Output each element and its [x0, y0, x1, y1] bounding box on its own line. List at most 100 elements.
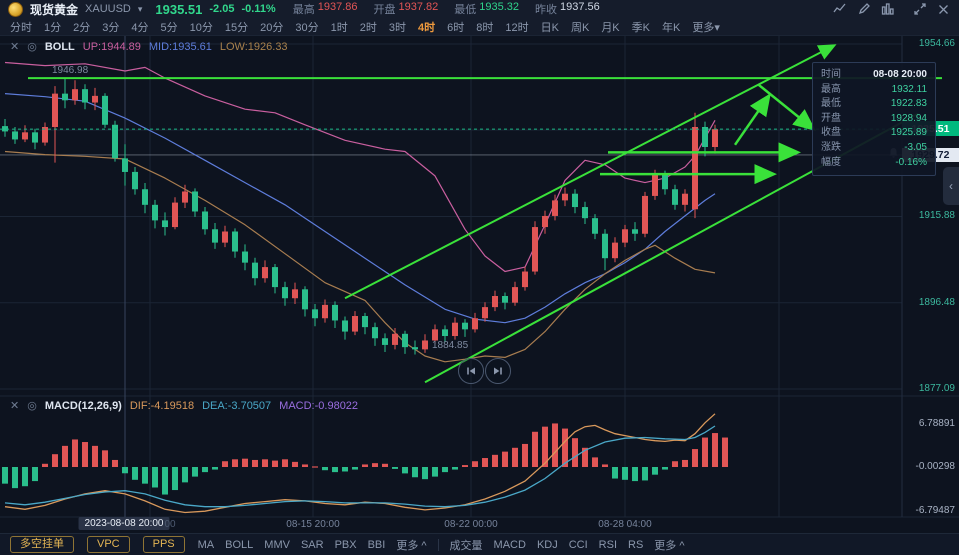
macd-bar[interactable]	[422, 467, 428, 480]
candle[interactable]	[452, 322, 458, 337]
candle[interactable]	[582, 207, 588, 219]
candle[interactable]	[462, 322, 468, 330]
main-indicator-BBI[interactable]: BBI	[367, 538, 386, 551]
timeframe-1分[interactable]: 1分	[44, 21, 62, 34]
drawing-trendline-1[interactable]	[344, 44, 837, 300]
candle[interactable]	[622, 229, 628, 243]
macd-bar[interactable]	[2, 467, 8, 484]
macd-bar[interactable]	[512, 447, 518, 467]
candle[interactable]	[702, 126, 708, 148]
candle[interactable]	[182, 191, 188, 203]
macd-bar[interactable]	[392, 467, 398, 469]
sub-indicator-CCI[interactable]: CCI	[568, 538, 588, 551]
candle[interactable]	[392, 333, 398, 345]
candle[interactable]	[602, 233, 608, 259]
main-indicator-PBX[interactable]: PBX	[334, 538, 357, 551]
timeframe-10分[interactable]: 10分	[189, 21, 213, 34]
candle[interactable]	[682, 193, 688, 205]
timeframe-6时[interactable]: 6时	[447, 21, 465, 34]
macd-bar[interactable]	[372, 463, 378, 467]
timeframe-分时[interactable]: 分时	[10, 21, 32, 34]
timeframe-8时[interactable]: 8时	[476, 21, 494, 34]
macd-bar[interactable]	[532, 431, 538, 467]
candle[interactable]	[592, 218, 598, 234]
sub-indicator-KDJ[interactable]: KDJ	[536, 538, 558, 551]
macd-bar[interactable]	[362, 464, 368, 467]
macd-bar[interactable]	[242, 458, 248, 467]
macd-bar[interactable]	[522, 443, 528, 467]
macd-bar[interactable]	[612, 467, 618, 479]
macd-bar[interactable]	[492, 454, 498, 467]
macd-bar[interactable]	[712, 433, 718, 467]
macd-bar[interactable]	[402, 467, 408, 474]
candle[interactable]	[82, 89, 88, 103]
macd-bar[interactable]	[622, 467, 628, 480]
macd-bar[interactable]	[132, 467, 138, 480]
macd-bar[interactable]	[42, 463, 48, 467]
candle[interactable]	[242, 251, 248, 263]
candle[interactable]	[542, 215, 548, 228]
candle[interactable]	[92, 95, 98, 103]
candle[interactable]	[252, 262, 258, 279]
timeframe-3分[interactable]: 3分	[102, 21, 120, 34]
button-多空挂单[interactable]: 多空挂单	[10, 536, 74, 553]
candle[interactable]	[222, 231, 228, 243]
candle[interactable]	[352, 316, 358, 332]
timeframe-15分[interactable]: 15分	[224, 21, 249, 34]
candle[interactable]	[512, 287, 518, 303]
macd-bar[interactable]	[572, 438, 578, 467]
macd-settings-icon[interactable]: ◎	[27, 400, 37, 412]
symbol-dropdown-caret-icon[interactable]: ▾	[137, 3, 143, 14]
macd-bar[interactable]	[432, 467, 438, 477]
macd-bar[interactable]	[142, 467, 148, 484]
candle[interactable]	[522, 271, 528, 288]
candle[interactable]	[62, 93, 68, 101]
macd-bar[interactable]	[152, 467, 158, 488]
indicator-icon[interactable]	[880, 3, 895, 16]
candle[interactable]	[142, 189, 148, 205]
sub-indicator-MACD[interactable]: MACD	[493, 538, 526, 551]
macd-bar[interactable]	[552, 423, 558, 467]
timeframe-5分[interactable]: 5分	[160, 21, 178, 34]
macd-bar[interactable]	[162, 467, 168, 495]
main-indicator-BOLL[interactable]: BOLL	[225, 538, 254, 551]
timeframe-4分[interactable]: 4分	[131, 21, 149, 34]
macd-bar[interactable]	[502, 451, 508, 467]
chart-stage[interactable]: ✕ ◎ BOLL UP:1944.89 MID:1935.61 LOW:1926…	[0, 36, 959, 533]
main-indicator-更多 ^[interactable]: 更多 ^	[396, 539, 427, 552]
macd-bar[interactable]	[702, 437, 708, 467]
macd-bar[interactable]	[312, 466, 318, 468]
macd-bar[interactable]	[412, 467, 418, 478]
sub-indicator-更多 ^[interactable]: 更多 ^	[654, 539, 685, 552]
macd-bar[interactable]	[122, 467, 128, 474]
candle[interactable]	[662, 173, 668, 190]
candle[interactable]	[52, 93, 58, 127]
macd-bar[interactable]	[652, 467, 658, 475]
candle[interactable]	[642, 195, 648, 234]
candle[interactable]	[332, 304, 338, 321]
timeframe-月K[interactable]: 月K	[601, 21, 620, 34]
macd-bar[interactable]	[382, 463, 388, 467]
macd-bar[interactable]	[102, 450, 108, 467]
sub-indicator-RSI[interactable]: RSI	[598, 538, 618, 551]
drawing-arrow-2[interactable]	[757, 83, 816, 132]
main-indicator-MMV[interactable]: MMV	[264, 538, 290, 551]
candle[interactable]	[562, 193, 568, 201]
macd-bar[interactable]	[632, 467, 638, 482]
candle[interactable]	[492, 296, 498, 308]
candle[interactable]	[72, 89, 78, 101]
candle[interactable]	[232, 231, 238, 252]
candle[interactable]	[572, 193, 578, 208]
macd-bar[interactable]	[582, 447, 588, 467]
macd-bar[interactable]	[32, 467, 38, 482]
timeframe-1时[interactable]: 1时	[330, 21, 348, 34]
candle[interactable]	[112, 124, 118, 159]
macd-bar[interactable]	[92, 445, 98, 467]
sub-indicator-RS[interactable]: RS	[628, 538, 644, 551]
collapse-panel-handle[interactable]: ‹	[943, 167, 959, 205]
chart-style-icon[interactable]	[832, 3, 847, 16]
candle[interactable]	[402, 333, 408, 348]
candle[interactable]	[362, 316, 368, 328]
candle[interactable]	[472, 318, 478, 330]
candle[interactable]	[212, 229, 218, 243]
